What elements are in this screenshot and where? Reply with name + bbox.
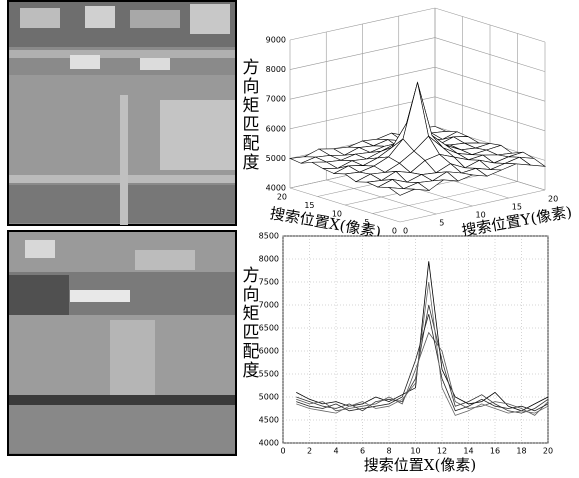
- z-tick-label: 6000: [266, 124, 286, 133]
- x-tick-label: 0: [392, 227, 397, 236]
- y-tick-label: 0: [403, 227, 408, 236]
- x-tick-label: 0: [280, 447, 285, 456]
- z-axis-label: 方向矩匹配度: [239, 58, 260, 172]
- x-tick-label: 16: [490, 447, 500, 456]
- y-tick-label: 20: [548, 195, 558, 204]
- x-tick-label: 20: [543, 447, 553, 456]
- line-chart: 方向矩匹配度 搜索位置X(像素) 4000 4500 5000 5500 6000 650…: [239, 232, 554, 475]
- figure: 方向矩匹配度 搜索位置X(像素) 搜索位置Y(像素) 4000500060007…: [0, 0, 579, 478]
- y-tick-label: 5000: [259, 393, 279, 402]
- plot-frame: [283, 236, 548, 443]
- x-axis-label: 搜索位置X(像素): [364, 456, 476, 474]
- x-tick-label: 5: [364, 218, 369, 227]
- x-tick-label: 18: [516, 447, 526, 456]
- y-tick-label: 15: [512, 203, 522, 212]
- y-tick-label: 4000: [259, 439, 279, 448]
- z-tick-label: 5000: [266, 154, 286, 163]
- x-tick-label: 15: [304, 201, 314, 210]
- x-tick-label: 10: [410, 447, 420, 456]
- z-tick-label: 9000: [266, 36, 286, 45]
- y-axis-label: 方向矩匹配度: [239, 266, 260, 380]
- aerial-image-top: [8, 1, 236, 225]
- z-tick-label: 7000: [266, 95, 286, 104]
- y-tick-label: 7000: [259, 301, 279, 310]
- x-tick-label: 14: [463, 447, 473, 456]
- surface-chart: 方向矩匹配度 搜索位置X(像素) 搜索位置Y(像素) 4000500060007…: [239, 8, 574, 241]
- z-tick-label: 4000: [266, 184, 286, 193]
- x-tick-label: 4: [333, 447, 338, 456]
- y-tick-label: 8500: [259, 232, 279, 241]
- y-tick-label: 6000: [259, 347, 279, 356]
- x-tick-label: 8: [386, 447, 391, 456]
- x-tick-label: 10: [332, 210, 342, 219]
- y-tick-label: 6500: [259, 324, 279, 333]
- y-tick-label: 10: [476, 211, 486, 220]
- x-tick-label: 6: [360, 447, 365, 456]
- x-tick-label: 12: [437, 447, 447, 456]
- x-tick-label: 2: [307, 447, 312, 456]
- y-tick-label: 7500: [259, 278, 279, 287]
- aerial-image-bottom: [8, 231, 236, 455]
- y-tick-label: 5: [439, 219, 444, 228]
- z-tick-label: 8000: [266, 65, 286, 74]
- y-tick-label: 5500: [259, 370, 279, 379]
- x-tick-label: 20: [277, 193, 287, 202]
- grid-line: [290, 8, 545, 42]
- y-tick-label: 8000: [259, 255, 279, 264]
- y-tick-label: 4500: [259, 416, 279, 425]
- grid-line: [290, 38, 545, 72]
